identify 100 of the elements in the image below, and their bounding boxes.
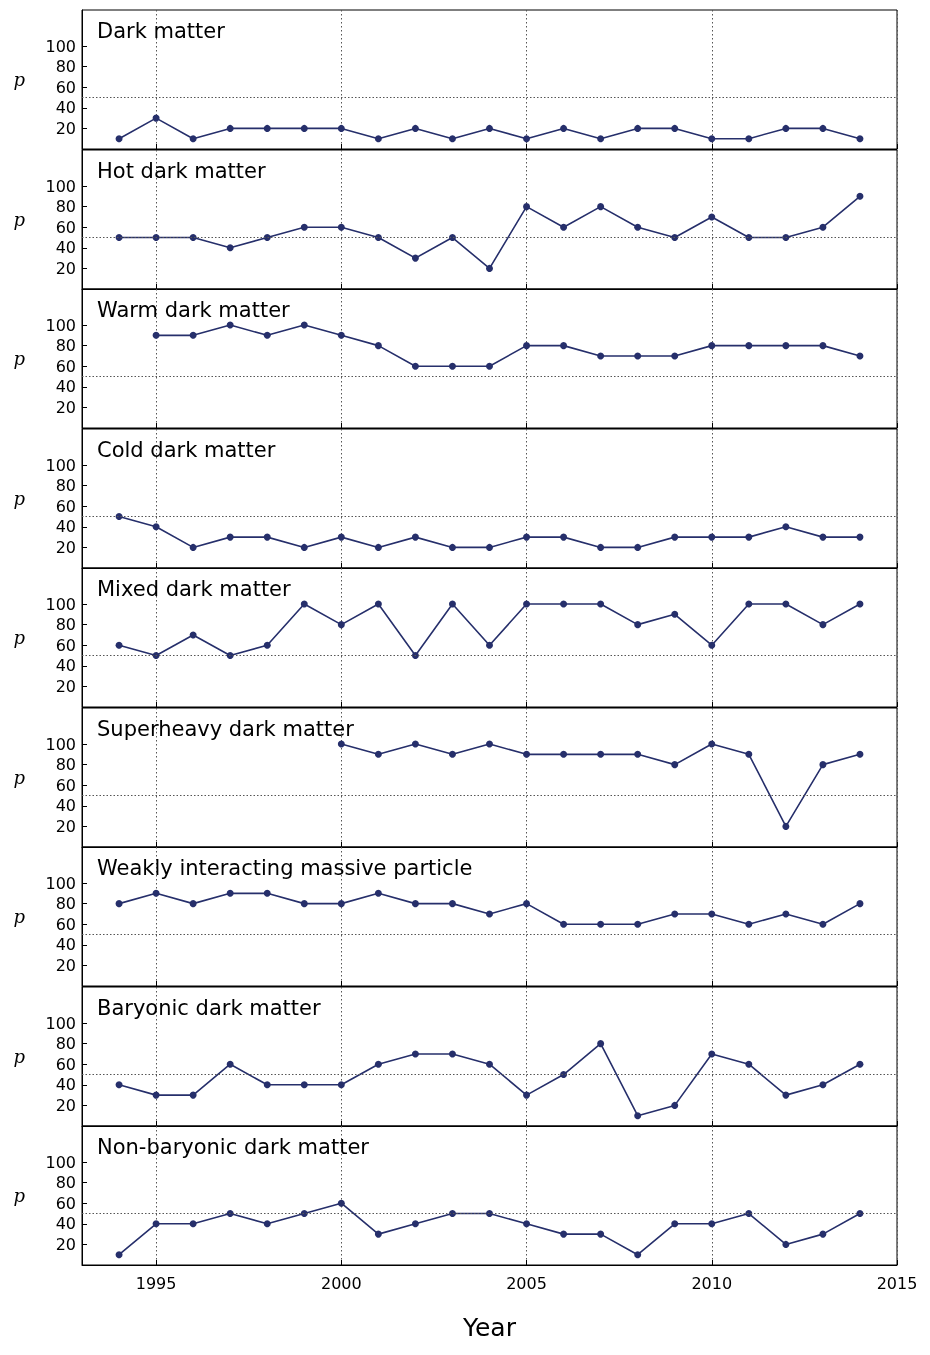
point (152, 331, 160, 339)
y-tick-label: 100 (45, 315, 76, 335)
point (782, 600, 790, 608)
point (708, 533, 716, 541)
point (226, 124, 234, 132)
y-tick-label: 100 (45, 1013, 76, 1033)
point (745, 342, 753, 350)
point (819, 1080, 827, 1088)
y-tick-label: 60 (55, 914, 76, 934)
point (597, 750, 605, 758)
point (115, 135, 123, 143)
point (782, 1091, 790, 1099)
y-tick-label: 20 (55, 816, 76, 836)
point (263, 641, 271, 649)
point (634, 1111, 642, 1119)
y-tick-label: 80 (55, 336, 76, 356)
y-tick-label: 60 (55, 77, 76, 97)
point (411, 533, 419, 541)
y-tick-label: 20 (55, 397, 76, 417)
y-tick-label: 60 (55, 1193, 76, 1213)
y-tick-label: 100 (45, 36, 76, 56)
point (782, 124, 790, 132)
point (708, 740, 716, 748)
point (448, 362, 456, 370)
point (226, 243, 234, 251)
point (226, 1210, 234, 1218)
y-tick-label: 40 (55, 98, 76, 118)
y-tick-label: 100 (45, 734, 76, 754)
point (263, 1080, 271, 1088)
y-tick-label: 60 (55, 356, 76, 376)
point (337, 1199, 345, 1207)
point (448, 600, 456, 608)
chart-title: Warm dark matter (97, 297, 291, 322)
point (486, 264, 493, 272)
point (189, 331, 197, 339)
point (115, 1080, 123, 1088)
y-tick-label: 100 (45, 873, 76, 893)
point (337, 900, 345, 908)
y-axis-title: p (13, 348, 26, 369)
point (708, 135, 716, 143)
point (411, 362, 419, 370)
point (337, 223, 345, 231)
y-tick-label: 80 (55, 475, 76, 495)
point (671, 233, 679, 241)
point (448, 1049, 456, 1057)
point (189, 543, 197, 551)
point (708, 342, 716, 350)
point (523, 202, 531, 210)
point (819, 223, 827, 231)
point (523, 533, 531, 541)
point (671, 760, 679, 768)
y-tick-label: 20 (55, 537, 76, 557)
point (671, 910, 679, 918)
point (189, 233, 197, 241)
point (634, 920, 642, 928)
point (745, 1210, 753, 1218)
point (597, 202, 605, 210)
point (560, 600, 568, 608)
point (634, 124, 642, 132)
point (597, 600, 605, 608)
y-tick-label: 20 (55, 1095, 76, 1115)
x-tick-label: 2000 (320, 1273, 362, 1293)
point (634, 352, 642, 360)
chart-title: Baryonic dark matter (97, 995, 321, 1019)
point (300, 321, 308, 329)
point (189, 631, 197, 639)
point (523, 1220, 531, 1228)
y-tick-label: 40 (55, 1074, 76, 1094)
point (300, 1080, 308, 1088)
point (708, 910, 716, 918)
point (263, 124, 271, 132)
point (819, 920, 827, 928)
x-tick-label: 2015 (876, 1273, 918, 1293)
y-tick-label: 80 (55, 196, 76, 216)
point (782, 1240, 790, 1248)
y-tick-label: 20 (55, 118, 76, 138)
y-tick-label: 100 (45, 176, 76, 196)
y-tick-label: 80 (55, 894, 76, 914)
y-tick-label: 100 (45, 455, 76, 475)
point (745, 1060, 753, 1068)
y-tick-label: 40 (55, 1214, 76, 1234)
point (448, 750, 456, 758)
y-tick-label: 40 (55, 656, 76, 676)
point (486, 362, 493, 370)
point (819, 760, 827, 768)
point (263, 233, 271, 241)
point (337, 621, 345, 629)
y-tick-label: 80 (55, 615, 76, 635)
y-tick-label: 80 (55, 1173, 76, 1193)
y-tick-label: 60 (55, 635, 76, 655)
chart-title: Mixed dark matter (97, 576, 292, 601)
point (263, 331, 271, 339)
y-tick-label: 40 (55, 516, 76, 536)
point (634, 223, 642, 231)
point (263, 889, 271, 897)
point (226, 533, 234, 541)
point (374, 750, 382, 758)
point (560, 124, 568, 132)
point (152, 233, 160, 241)
point (115, 641, 123, 649)
